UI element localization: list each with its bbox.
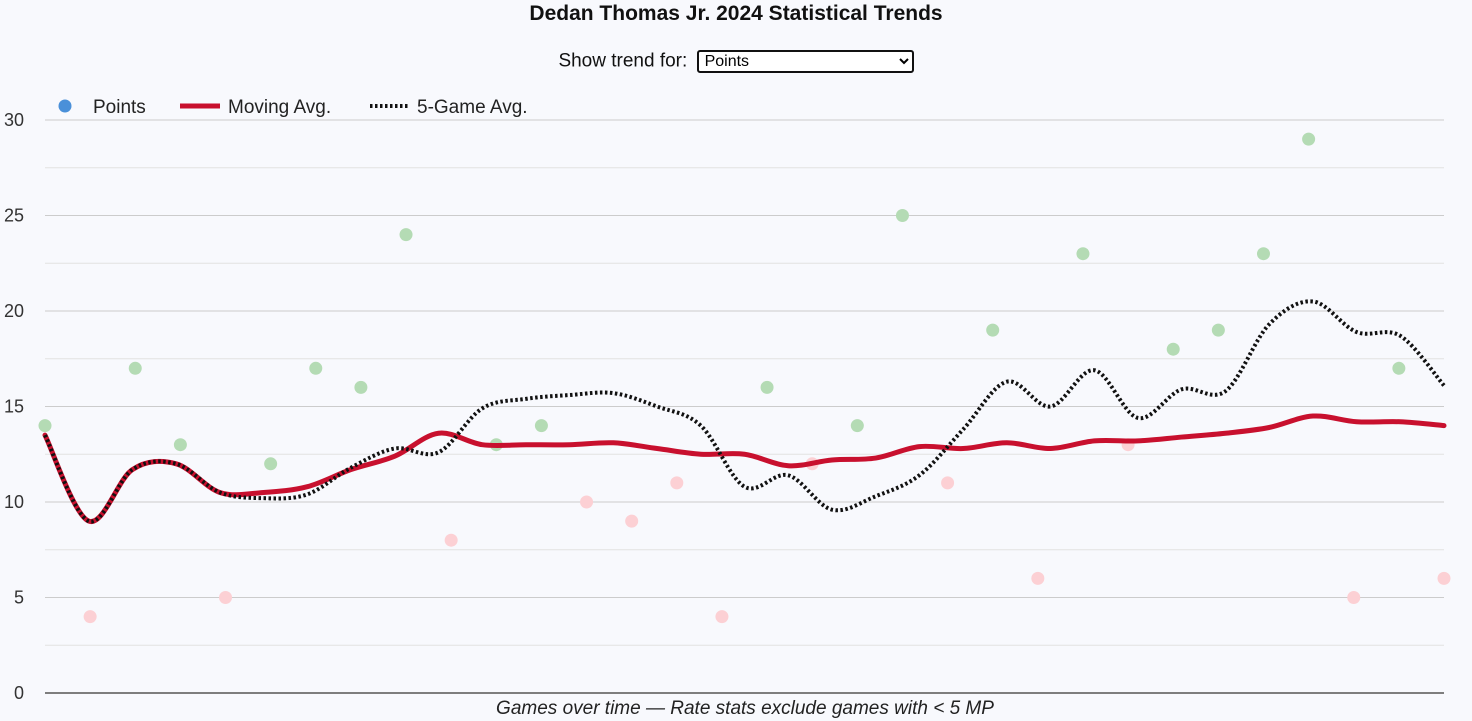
- data-point: [1392, 361, 1406, 375]
- data-point: [354, 380, 368, 394]
- data-point: [264, 457, 278, 471]
- data-point: [83, 610, 97, 624]
- chart-title: Dedan Thomas Jr. 2024 Statistical Trends: [529, 2, 943, 25]
- y-tick-label: 0: [14, 683, 24, 703]
- trend-select-label: Show trend for:: [558, 50, 688, 72]
- data-point: [1437, 571, 1451, 585]
- moving-avg-line: [42, 413, 1447, 524]
- data-point: [128, 361, 142, 375]
- data-point: [715, 610, 729, 624]
- data-point: [941, 476, 955, 490]
- y-tick-label: 25: [4, 206, 24, 226]
- y-axis-ticks: 0 5 10 15 20 25 30: [4, 110, 24, 703]
- x-axis-caption: Games over time — Rate stats exclude gam…: [496, 698, 994, 719]
- y-tick-label: 10: [4, 492, 24, 512]
- data-point: [1076, 247, 1090, 261]
- data-point: [760, 380, 774, 394]
- legend-points-label: Points: [93, 97, 146, 118]
- data-point: [1256, 247, 1270, 261]
- legend-five-label: 5-Game Avg.: [417, 97, 528, 118]
- legend: Points Moving Avg. 5-Game Avg.: [58, 97, 528, 118]
- data-point: [219, 591, 233, 604]
- y-tick-label: 5: [14, 588, 24, 608]
- data-point: [38, 419, 52, 433]
- data-point: [850, 419, 864, 433]
- data-point: [173, 438, 187, 452]
- data-point: [399, 228, 413, 242]
- trend-control: Show trend for: Points: [0, 50, 1472, 73]
- y-tick-label: 20: [4, 301, 24, 321]
- data-point: [1347, 591, 1361, 604]
- data-point: [1302, 132, 1316, 146]
- data-point: [625, 514, 639, 528]
- legend-points-marker: [58, 99, 72, 113]
- data-point: [580, 495, 594, 509]
- y-tick-label: 30: [4, 110, 24, 130]
- data-point: [444, 533, 458, 547]
- data-point: [670, 476, 684, 490]
- data-point: [309, 361, 323, 375]
- data-point: [986, 323, 1000, 337]
- five-game-avg-line: [43, 299, 1446, 524]
- grid-lines: [45, 119, 1444, 646]
- data-point: [1031, 571, 1045, 585]
- legend-moving-label: Moving Avg.: [228, 97, 331, 118]
- data-point: [1211, 323, 1225, 337]
- data-point: [534, 419, 548, 433]
- data-point: [1166, 342, 1180, 356]
- trend-select[interactable]: Points: [696, 50, 914, 73]
- data-point: [895, 209, 909, 222]
- y-tick-label: 15: [4, 397, 24, 417]
